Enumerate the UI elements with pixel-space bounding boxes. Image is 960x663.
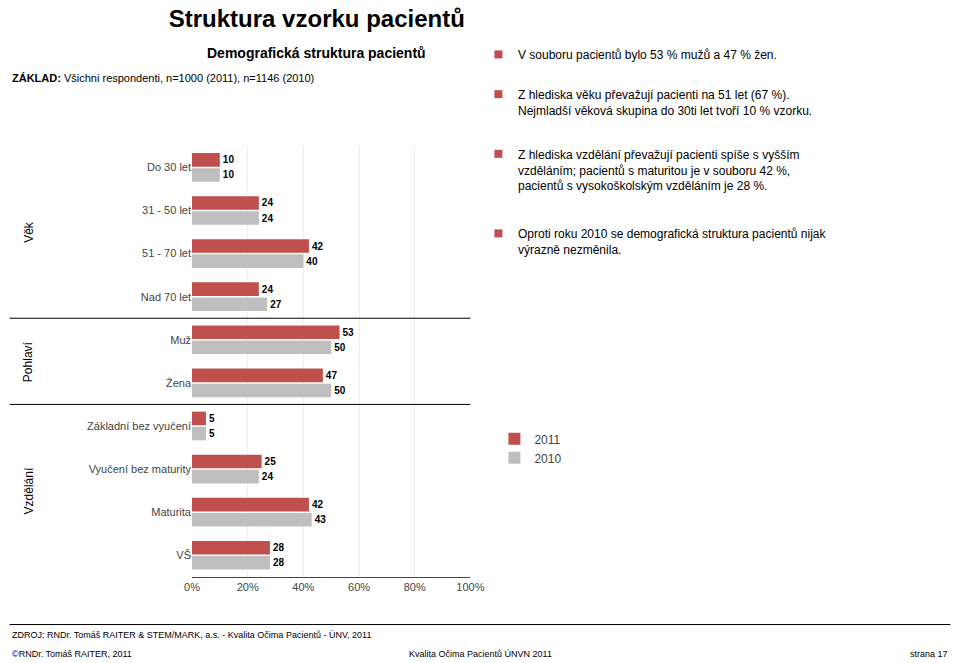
svg-text:43: 43 bbox=[315, 514, 327, 525]
svg-text:ZDROJ: RNDr. Tomáš RAITER & ST: ZDROJ: RNDr. Tomáš RAITER & STEM/MARK, a… bbox=[12, 630, 371, 640]
svg-text:Žena: Žena bbox=[166, 377, 192, 389]
svg-text:Z hlediska věku převažují paci: Z hlediska věku převažují pacienti na 51… bbox=[518, 88, 812, 118]
svg-text:60%: 60% bbox=[348, 581, 370, 593]
svg-text:20%: 20% bbox=[237, 581, 259, 593]
svg-text:24: 24 bbox=[262, 213, 274, 224]
svg-text:24: 24 bbox=[262, 471, 274, 482]
svg-text:31 - 50 let: 31 - 50 let bbox=[142, 204, 191, 216]
svg-text:100%: 100% bbox=[456, 581, 484, 593]
svg-text:50: 50 bbox=[334, 342, 346, 353]
svg-text:2010: 2010 bbox=[534, 452, 561, 466]
svg-text:©RNDr. Tomáš RAITER, 2011: ©RNDr. Tomáš RAITER, 2011 bbox=[12, 649, 132, 659]
svg-text:53: 53 bbox=[343, 327, 355, 338]
svg-text:5: 5 bbox=[209, 428, 215, 439]
svg-text:10: 10 bbox=[223, 154, 235, 165]
svg-text:28: 28 bbox=[273, 557, 285, 568]
svg-text:Vzdělání: Vzdělání bbox=[22, 467, 36, 514]
svg-text:50: 50 bbox=[334, 385, 346, 396]
svg-text:Z hlediska vzdělání převažují: Z hlediska vzdělání převažují pacienti s… bbox=[518, 148, 799, 193]
svg-text:Vyučení bez maturity: Vyučení bez maturity bbox=[89, 463, 192, 475]
svg-text:Kvalita Očima Pacientů ÚNVN 20: Kvalita Očima Pacientů ÚNVN 2011 bbox=[409, 649, 552, 659]
svg-text:Do 30 let: Do 30 let bbox=[147, 161, 191, 173]
svg-text:ZÁKLAD: Všichni respondenti, n: ZÁKLAD: Všichni respondenti, n=1000 (201… bbox=[12, 72, 314, 84]
svg-text:Muž: Muž bbox=[170, 334, 191, 346]
svg-text:0%: 0% bbox=[184, 581, 200, 593]
svg-text:Struktura vzorku pacientů: Struktura vzorku pacientů bbox=[169, 5, 465, 32]
svg-text:Maturita: Maturita bbox=[151, 506, 192, 518]
svg-text:10: 10 bbox=[223, 169, 235, 180]
svg-text:40: 40 bbox=[306, 256, 318, 267]
svg-text:V souboru pacientů bylo 53 % m: V souboru pacientů bylo 53 % mužů a 47 %… bbox=[518, 48, 777, 62]
svg-text:40%: 40% bbox=[292, 581, 314, 593]
svg-text:Oproti roku 2010 se demografic: Oproti roku 2010 se demografická struktu… bbox=[518, 227, 826, 257]
svg-text:Základní bez vyučení: Základní bez vyučení bbox=[87, 420, 191, 432]
svg-text:Nad 70 let: Nad 70 let bbox=[141, 291, 191, 303]
svg-text:2011: 2011 bbox=[534, 433, 560, 447]
svg-text:25: 25 bbox=[265, 456, 277, 467]
svg-text:42: 42 bbox=[312, 241, 324, 252]
svg-text:Věk: Věk bbox=[22, 221, 36, 243]
svg-text:47: 47 bbox=[326, 370, 338, 381]
svg-text:VŠ: VŠ bbox=[176, 549, 191, 561]
svg-text:5: 5 bbox=[209, 413, 215, 424]
svg-text:24: 24 bbox=[262, 284, 274, 295]
svg-text:Pohlaví: Pohlaví bbox=[21, 341, 35, 382]
svg-text:28: 28 bbox=[273, 542, 285, 553]
svg-text:42: 42 bbox=[312, 499, 324, 510]
svg-text:27: 27 bbox=[270, 299, 282, 310]
svg-text:strana 17: strana 17 bbox=[910, 649, 948, 659]
svg-text:24: 24 bbox=[262, 197, 274, 208]
svg-text:Demografická struktura pacient: Demografická struktura pacientů bbox=[207, 45, 426, 61]
svg-text:80%: 80% bbox=[404, 581, 426, 593]
svg-text:51 - 70 let: 51 - 70 let bbox=[142, 247, 191, 259]
